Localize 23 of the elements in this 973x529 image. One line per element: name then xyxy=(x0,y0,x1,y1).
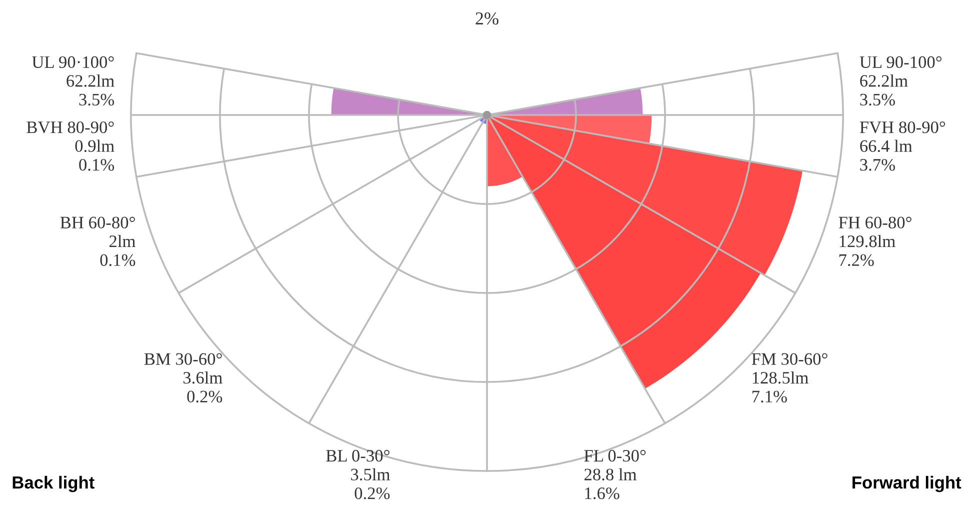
category-label: UL 90·100° xyxy=(32,56,114,68)
data-label: 0.9lm 0.1% xyxy=(75,140,114,171)
category-label: FM 30-60° xyxy=(752,353,828,365)
text: Back light xyxy=(12,476,94,492)
category-label: UL 90-100° xyxy=(860,56,942,68)
category-label: BM 30-60° xyxy=(144,353,222,365)
data-label: 2lm 0.1% xyxy=(100,234,136,266)
category-label: FL 0-30° xyxy=(584,450,646,462)
category-label: BL 0-30° xyxy=(326,450,390,462)
category-label: FH 60-80° xyxy=(838,216,912,228)
data-label: 66.4 lm 3.7% xyxy=(860,140,912,171)
data-label: 3.6lm 0.2% xyxy=(183,371,222,402)
data-label: 129.8lm 7.2% xyxy=(839,234,896,266)
category-label: BVH 80-90° xyxy=(26,121,114,134)
text: Forward light xyxy=(852,476,962,492)
data-label: 28.8 lm 1.6% xyxy=(584,468,637,500)
data-label: 3.5lm 0.2% xyxy=(351,468,390,500)
text: 2% xyxy=(476,12,498,25)
data-label: 62.2lm 3.5% xyxy=(66,74,114,106)
data-label: 62.2lm 3.5% xyxy=(860,74,908,106)
category-label: FVH 80-90° xyxy=(860,121,946,134)
data-label: 128.5lm 7.1% xyxy=(752,371,808,402)
category-label: BH 60-80° xyxy=(60,216,135,228)
